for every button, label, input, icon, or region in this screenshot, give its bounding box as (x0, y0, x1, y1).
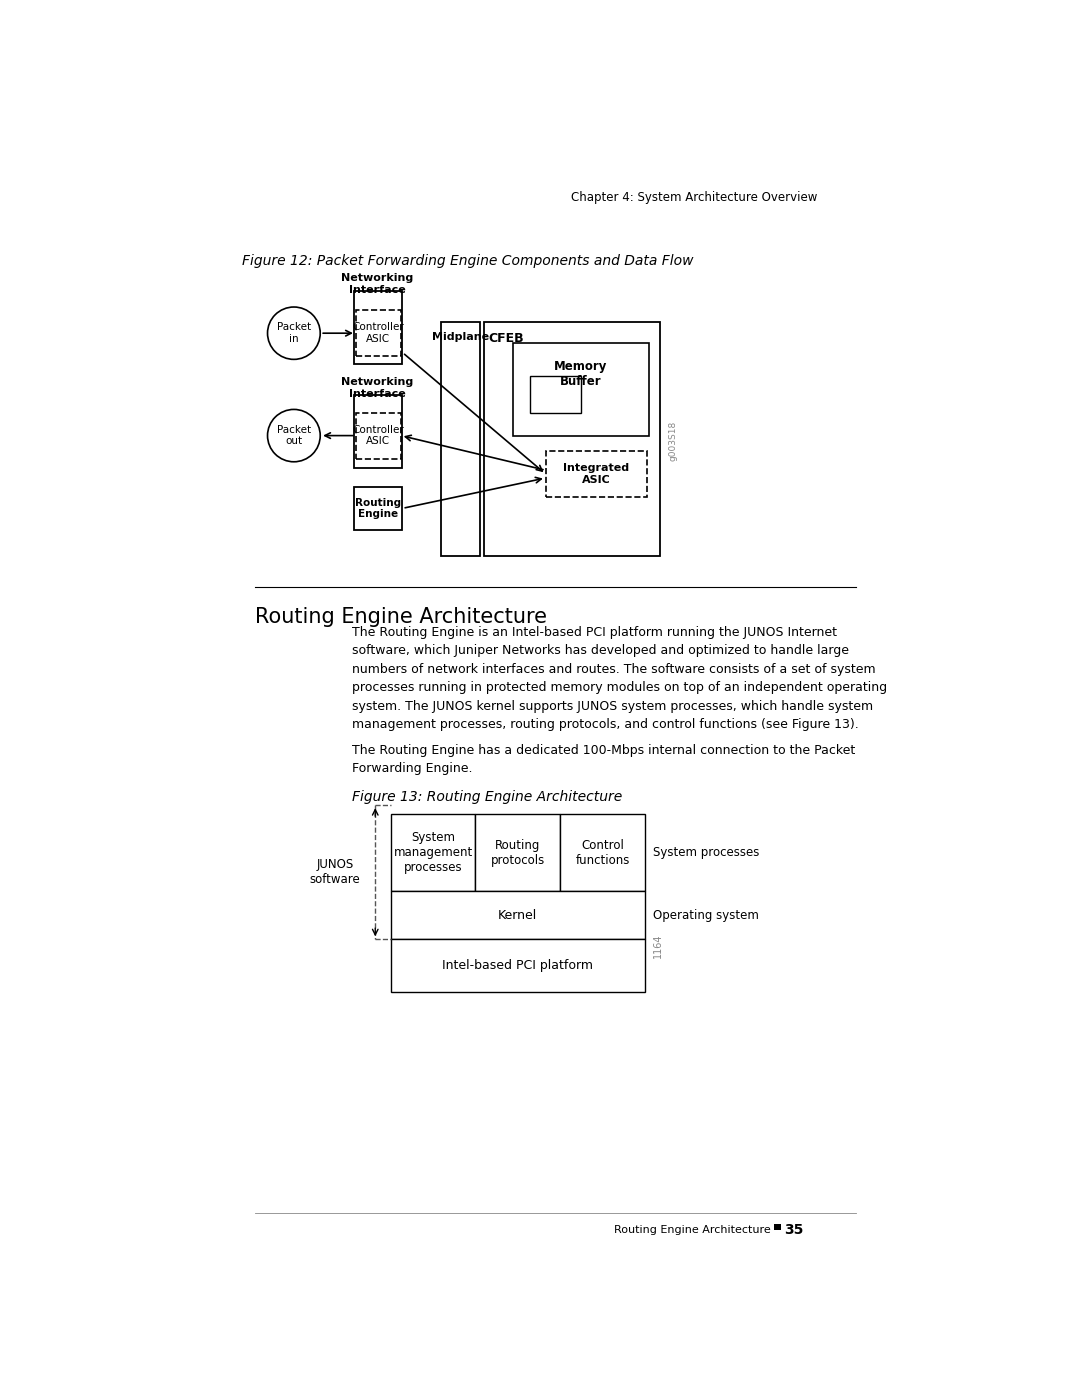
Bar (354, 488, 403, 529)
Text: Routing
Engine: Routing Engine (355, 497, 402, 520)
Text: System processes: System processes (652, 847, 759, 859)
Text: The Routing Engine has a dedicated 100-Mbps internal connection to the Packet
Fo: The Routing Engine has a dedicated 100-M… (352, 743, 855, 775)
Bar (354, 395, 403, 468)
Text: Operating system: Operating system (652, 909, 758, 922)
Text: Controller
ASIC: Controller ASIC (352, 425, 404, 447)
Bar (545, 451, 647, 497)
Bar (441, 321, 480, 556)
Text: g003S18: g003S18 (669, 420, 677, 461)
Text: Memory
Buffer: Memory Buffer (554, 360, 608, 388)
Text: Routing
protocols: Routing protocols (490, 840, 545, 868)
Bar (391, 939, 645, 992)
Circle shape (268, 307, 321, 359)
Bar (391, 814, 475, 891)
Bar (513, 344, 649, 436)
Text: Routing Engine Architecture: Routing Engine Architecture (255, 606, 548, 626)
Text: Control
functions: Control functions (576, 840, 630, 868)
Text: Figure 12: Packet Forwarding Engine Components and Data Flow: Figure 12: Packet Forwarding Engine Comp… (243, 254, 694, 268)
Text: Midplane: Midplane (432, 332, 489, 342)
Text: JUNOS
software: JUNOS software (310, 858, 361, 886)
Text: 35: 35 (784, 1224, 804, 1238)
Text: 1164: 1164 (652, 933, 663, 957)
Text: Packet
out: Packet out (276, 425, 311, 447)
Text: Intel-based PCI platform: Intel-based PCI platform (443, 958, 593, 972)
Text: The Routing Engine is an Intel-based PCI platform running the JUNOS Internet
sof: The Routing Engine is an Intel-based PCI… (352, 626, 887, 731)
Bar (391, 891, 645, 939)
Text: System
management
processes: System management processes (393, 831, 473, 875)
Text: Integrated
ASIC: Integrated ASIC (563, 464, 630, 485)
Text: Packet
in: Packet in (276, 323, 311, 344)
Text: Kernel: Kernel (498, 909, 538, 922)
Bar (774, 1224, 781, 1231)
Bar (356, 310, 401, 356)
Text: Routing Engine Architecture: Routing Engine Architecture (613, 1225, 770, 1235)
Text: Networking
Interface: Networking Interface (341, 377, 414, 398)
Text: Controller
ASIC: Controller ASIC (352, 323, 404, 344)
Bar (475, 814, 561, 891)
Bar (530, 376, 581, 412)
Bar (484, 321, 661, 556)
Text: Chapter 4: System Architecture Overview: Chapter 4: System Architecture Overview (570, 191, 816, 204)
Text: Networking
Interface: Networking Interface (341, 274, 414, 295)
Text: CFEB: CFEB (488, 332, 524, 345)
Circle shape (268, 409, 321, 462)
Bar (354, 291, 403, 365)
Bar (561, 814, 645, 891)
Bar (356, 412, 401, 458)
Text: Figure 13: Routing Engine Architecture: Figure 13: Routing Engine Architecture (352, 789, 622, 803)
